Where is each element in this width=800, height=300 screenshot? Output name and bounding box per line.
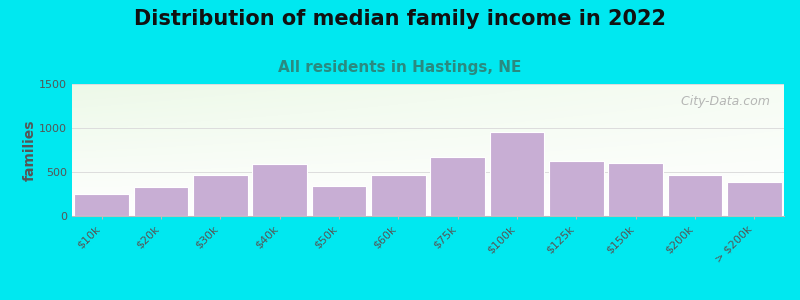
Bar [430,157,485,216]
Text: Distribution of median family income in 2022: Distribution of median family income in … [134,9,666,29]
Bar [74,194,129,216]
Bar [134,188,188,216]
Bar [549,161,604,216]
Bar [727,182,782,216]
Text: City-Data.com: City-Data.com [673,94,770,108]
Bar [490,131,544,216]
Text: All residents in Hastings, NE: All residents in Hastings, NE [278,60,522,75]
Bar [608,163,663,216]
Bar [193,175,248,216]
Y-axis label: families: families [22,119,36,181]
Bar [252,164,307,216]
Bar [371,175,426,216]
Bar [668,175,722,216]
Bar [312,186,366,216]
